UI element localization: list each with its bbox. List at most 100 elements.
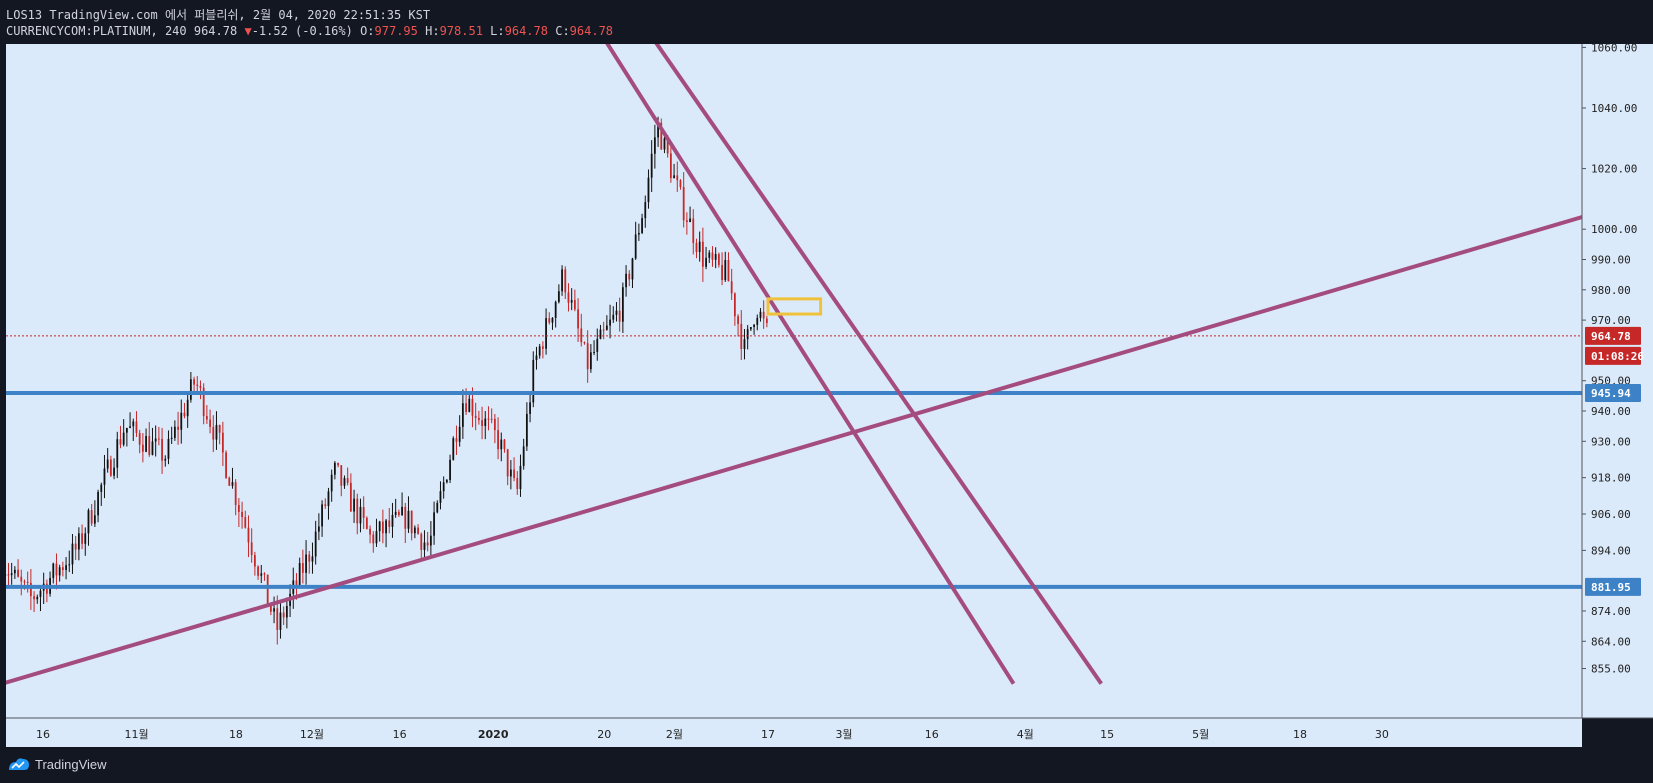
candle-body	[20, 576, 23, 582]
candle-body	[221, 432, 224, 453]
candle-body	[625, 273, 627, 288]
candle-body	[148, 436, 151, 455]
down-arrow-icon: ▼	[244, 24, 252, 38]
y-tick-label: 855.00	[1591, 663, 1631, 676]
candle-body	[503, 439, 506, 450]
candle-body	[417, 527, 419, 534]
candle-body	[247, 527, 250, 543]
candle-body	[10, 573, 13, 576]
candle-body	[369, 528, 371, 535]
candle-body	[58, 567, 61, 576]
last-price: 964.78	[193, 24, 238, 38]
candle-body	[429, 535, 432, 546]
candle-body	[81, 533, 83, 544]
candle-body	[193, 379, 195, 385]
candle-body	[87, 510, 90, 534]
candle-body	[618, 310, 621, 322]
candle-body	[561, 269, 563, 292]
price-axis[interactable]: 1060.00 1040.00 1020.00 1000.00 990.00 980.00…	[1581, 41, 1653, 718]
candle-body	[765, 318, 768, 324]
symbol-label[interactable]: CURRENCYCOM:PLATINUM, 240	[6, 24, 187, 38]
candle-body	[145, 436, 147, 452]
candle-body	[433, 512, 435, 536]
candle-body	[637, 232, 640, 235]
low-value: 964.78	[504, 24, 548, 38]
candle-body	[705, 257, 707, 267]
candle-body	[269, 603, 272, 612]
x-tick-label: 16	[36, 728, 50, 741]
candle-body	[557, 291, 560, 302]
candle-body	[589, 352, 592, 370]
candle-body	[119, 439, 122, 445]
x-tick-label: 5월	[1192, 728, 1209, 741]
x-tick-label: 16	[393, 728, 407, 741]
candle-body	[474, 415, 477, 418]
candle-body	[532, 359, 535, 403]
candle-body	[183, 412, 186, 417]
drawings[interactable]	[2, 2, 1653, 685]
candle-body	[215, 424, 218, 440]
trendline-channel-lower[interactable]	[581, 2, 1016, 685]
x-tick-label: 11월	[124, 728, 148, 741]
candle-body	[173, 426, 176, 438]
candle-body	[55, 563, 58, 576]
candle-body	[61, 567, 64, 570]
zone-rectangle[interactable]	[766, 297, 823, 316]
candle-body	[122, 432, 125, 445]
candle-body	[359, 506, 362, 524]
candle-body	[308, 554, 311, 562]
candle-body	[263, 573, 266, 575]
candle-body	[33, 596, 35, 600]
x-tick-label: 12월	[300, 728, 324, 741]
candle-body	[407, 510, 410, 529]
candle-body	[522, 446, 525, 466]
candle-body	[125, 427, 128, 433]
y-tick-label: 874.00	[1591, 605, 1631, 618]
candle-body	[449, 459, 451, 480]
candle-body	[52, 563, 55, 578]
candle-body	[244, 517, 247, 528]
open-value: 977.95	[374, 24, 418, 38]
candle-body	[445, 479, 448, 483]
candle-body	[141, 444, 144, 452]
candle-body	[340, 465, 343, 486]
candle-body	[701, 241, 704, 267]
candle-body	[266, 574, 269, 604]
candle-body	[452, 438, 455, 460]
candle-body	[129, 426, 131, 428]
candle-body	[279, 612, 282, 630]
high-label: H:	[425, 24, 440, 38]
current-price-label-bg	[1585, 326, 1641, 345]
candle-body	[209, 419, 211, 427]
trendline-rising-support[interactable]	[2, 190, 1653, 685]
candle-body	[333, 462, 336, 475]
brand[interactable]: TradingView	[8, 756, 107, 772]
x-tick-label: 18	[1293, 728, 1307, 741]
candle-body	[583, 342, 586, 344]
candle-body	[170, 437, 173, 439]
candle-body	[356, 498, 359, 524]
x-tick-label: 4월	[1017, 728, 1034, 741]
candle-body	[97, 491, 99, 516]
tradingview-logo-icon	[9, 758, 29, 770]
candle-body	[154, 438, 157, 442]
candle-body	[116, 439, 119, 468]
candle-body	[545, 318, 547, 349]
candle-body	[481, 420, 483, 427]
time-axis[interactable]: 16 11월 18 12월 16 2020 20 2월 17 3월 16 4월 15 5월 18 30	[6, 717, 1653, 747]
trendline-channel-upper[interactable]	[628, 2, 1103, 685]
candle-body	[321, 504, 323, 527]
candles	[6, 116, 768, 645]
candle-body	[506, 449, 509, 477]
candle-body	[93, 515, 96, 524]
candle-body	[458, 426, 461, 442]
candle-body	[689, 218, 691, 223]
candle-body	[343, 478, 346, 486]
candle-body	[273, 608, 275, 612]
candle-body	[577, 309, 579, 329]
candle-body	[615, 310, 618, 315]
candle-body	[250, 542, 253, 556]
candle-body	[631, 258, 634, 280]
candle-body	[260, 573, 263, 576]
price-chart[interactable]: 1060.00 1040.00 1020.00 1000.00 990.00 980.00…	[0, 0, 1653, 747]
